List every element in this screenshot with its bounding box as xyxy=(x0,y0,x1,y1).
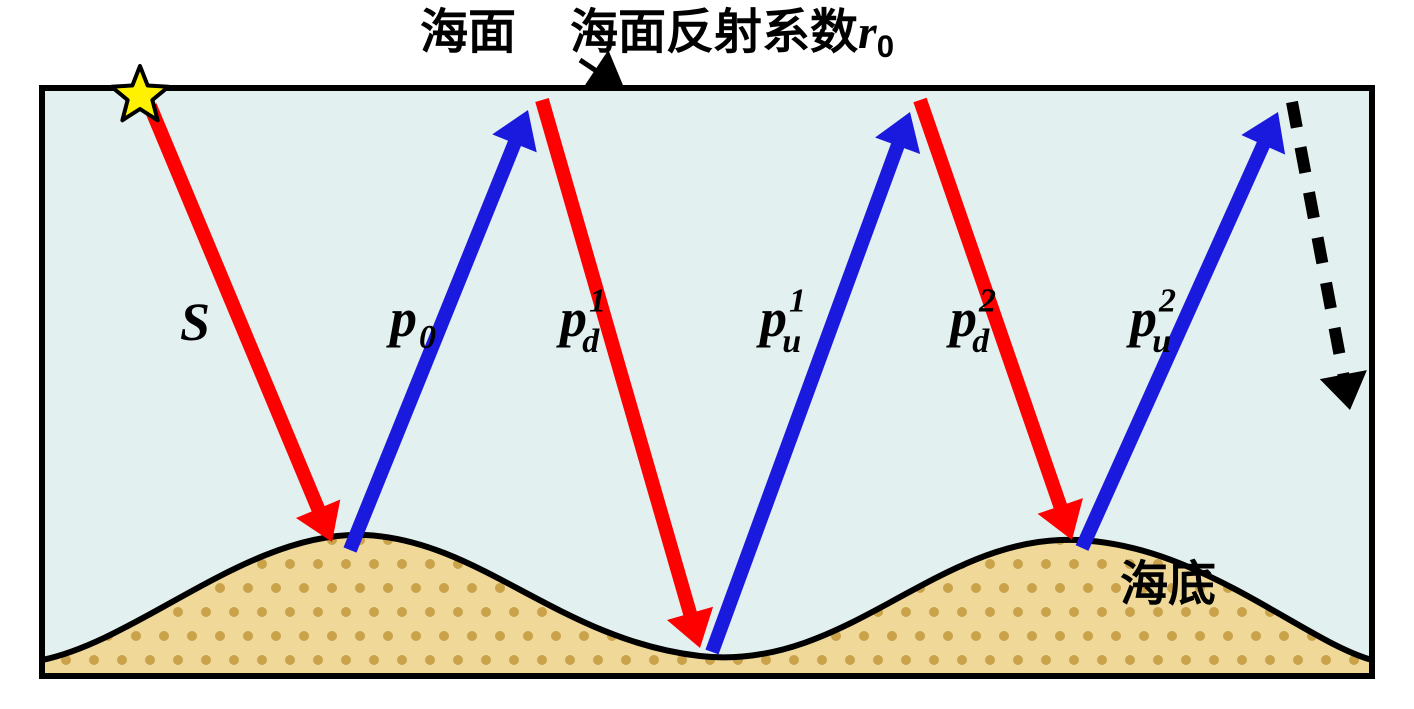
surface-label: 海面 xyxy=(420,6,516,59)
seabed-label: 海底 xyxy=(1120,558,1216,611)
label-S: S xyxy=(180,292,210,352)
coeff-label: 海面反射系数r0 xyxy=(570,6,894,64)
